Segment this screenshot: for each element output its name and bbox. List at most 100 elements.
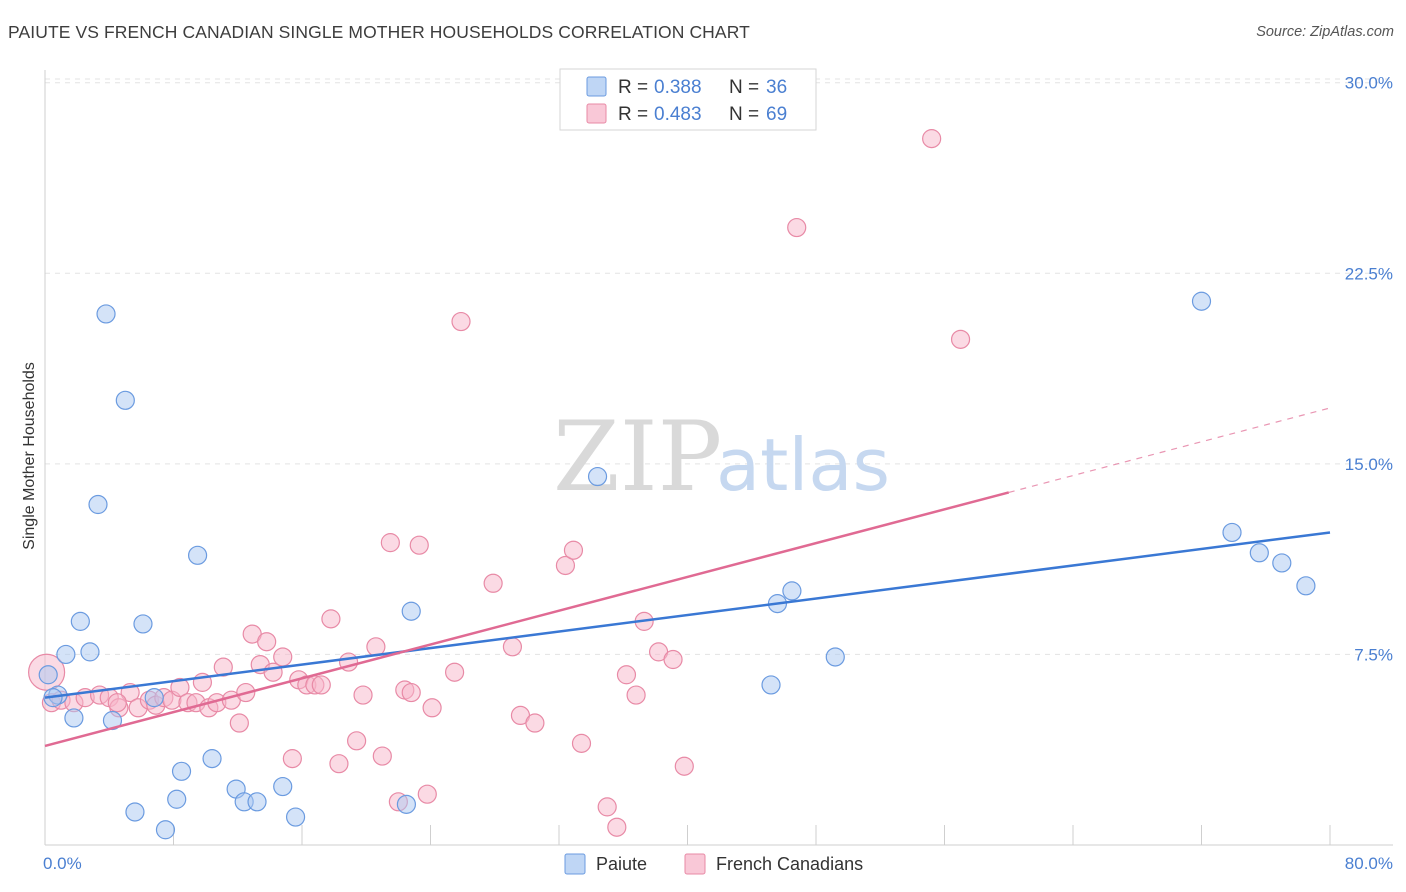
french-point-68 bbox=[107, 693, 127, 713]
x-axis-ticks bbox=[44, 825, 1331, 845]
paiute-trend-line bbox=[44, 531, 1331, 699]
french-point-14 bbox=[170, 677, 190, 698]
bottom-legend-swatch-french bbox=[684, 853, 706, 875]
french-point-60 bbox=[626, 685, 646, 705]
legend-r-label-french: R = bbox=[618, 104, 648, 125]
y-tick-label-0: 7.5% bbox=[1354, 645, 1393, 664]
paiute-point-23 bbox=[396, 794, 417, 814]
axes bbox=[44, 70, 1393, 846]
paiute-point-20 bbox=[247, 792, 267, 812]
french-point-65 bbox=[787, 217, 807, 238]
trend-lines bbox=[44, 407, 1331, 748]
paiute-point-10 bbox=[125, 802, 145, 822]
watermark: ZIP atlas bbox=[553, 401, 890, 513]
legend-swatch-paiute bbox=[586, 76, 607, 97]
legend-n-label-french: N = bbox=[729, 104, 759, 125]
watermark-zip: ZIP bbox=[553, 401, 722, 513]
french-point-28 bbox=[273, 647, 293, 667]
french-point-47 bbox=[422, 698, 442, 718]
paiute-point-0 bbox=[38, 665, 58, 685]
french-point-49 bbox=[451, 311, 471, 332]
paiute-point-2 bbox=[56, 644, 76, 665]
french-point-54 bbox=[555, 555, 576, 576]
french-point-34 bbox=[321, 609, 341, 629]
y-tick-label-1: 15.0% bbox=[1345, 455, 1393, 474]
paiute-point-14 bbox=[167, 789, 187, 809]
paiute-point-21 bbox=[273, 776, 293, 797]
x-tick-label-1: 80.0% bbox=[1345, 854, 1393, 873]
bottom-legend: Paiute French Canadians bbox=[564, 853, 863, 875]
legend-r-value-paiute: 0.388 bbox=[654, 77, 702, 98]
legend-swatch-french bbox=[586, 103, 607, 124]
paiute-point-28 bbox=[782, 581, 802, 601]
paiute-point-30 bbox=[1191, 291, 1212, 311]
french-point-35 bbox=[329, 754, 349, 774]
paiute-point-15 bbox=[171, 761, 192, 781]
french-point-64 bbox=[674, 756, 694, 776]
bottom-legend-swatch-paiute bbox=[564, 853, 586, 875]
french-point-26 bbox=[257, 632, 277, 652]
paiute-point-5 bbox=[80, 642, 100, 662]
french-point-57 bbox=[597, 797, 617, 817]
y-tick-labels: 7.5% 15.0% 22.5% 30.0% bbox=[1345, 74, 1393, 665]
x-tick-labels: 0.0% 80.0% bbox=[43, 854, 1393, 873]
french-point-20 bbox=[213, 657, 233, 677]
paiute-point-4 bbox=[70, 611, 90, 631]
paiute-point-13 bbox=[155, 820, 176, 840]
paiute-point-29 bbox=[825, 647, 845, 667]
paiute-point-34 bbox=[1296, 576, 1316, 596]
paiute-point-33 bbox=[1272, 553, 1292, 573]
french-point-56 bbox=[571, 733, 592, 753]
y-tick-label-3: 30.0% bbox=[1345, 74, 1393, 93]
paiute-point-8 bbox=[102, 710, 123, 731]
chart-title: PAIUTE VS FRENCH CANADIAN SINGLE MOTHER … bbox=[8, 22, 750, 42]
french-point-50 bbox=[483, 573, 503, 593]
y-tick-label-2: 22.5% bbox=[1345, 264, 1393, 283]
french-point-33 bbox=[311, 675, 331, 695]
french-canadians-points bbox=[28, 129, 971, 837]
paiute-point-12 bbox=[144, 688, 164, 708]
french-trend-line bbox=[44, 491, 1010, 748]
paiute-point-7 bbox=[96, 304, 116, 324]
paiute-point-26 bbox=[761, 675, 781, 695]
french-point-63 bbox=[663, 649, 683, 670]
french-point-59 bbox=[616, 665, 637, 685]
french-point-46 bbox=[417, 784, 437, 804]
paiute-point-3 bbox=[64, 708, 84, 728]
french-point-40 bbox=[372, 746, 392, 766]
paiute-point-6 bbox=[88, 494, 108, 515]
x-tick-label-0: 0.0% bbox=[43, 854, 82, 873]
french-point-38 bbox=[353, 685, 373, 705]
french-point-48 bbox=[444, 662, 465, 682]
legend: R = 0.388 N = 36 R = 0.483 N = 69 bbox=[559, 68, 817, 131]
french-point-22 bbox=[229, 713, 249, 733]
french-point-44 bbox=[401, 682, 421, 703]
paiute-point-11 bbox=[133, 614, 153, 634]
french-point-58 bbox=[607, 817, 627, 837]
french-point-67 bbox=[950, 329, 971, 349]
french-trend-line-extension bbox=[1008, 407, 1331, 494]
french-point-53 bbox=[525, 713, 545, 733]
legend-r-value-french: 0.483 bbox=[654, 104, 702, 125]
legend-n-label-paiute: N = bbox=[729, 77, 759, 98]
legend-n-value-paiute: 36 bbox=[766, 77, 787, 98]
source-label: Source: ZipAtlas.com bbox=[1256, 24, 1394, 40]
paiute-point-31 bbox=[1222, 522, 1242, 543]
legend-r-label-paiute: R = bbox=[618, 77, 648, 98]
bottom-legend-label-paiute: Paiute bbox=[596, 854, 647, 874]
paiute-points bbox=[38, 291, 1316, 840]
watermark-atlas: atlas bbox=[716, 423, 890, 507]
bottom-legend-label-french: French Canadians bbox=[716, 854, 863, 874]
french-point-41 bbox=[380, 533, 400, 553]
french-point-66 bbox=[922, 129, 942, 149]
paiute-point-32 bbox=[1249, 543, 1269, 563]
french-point-29 bbox=[282, 749, 302, 769]
french-point-37 bbox=[347, 731, 367, 751]
paiute-point-24 bbox=[401, 601, 421, 621]
paiute-point-22 bbox=[285, 807, 306, 827]
paiute-point-25 bbox=[587, 466, 608, 487]
french-point-55 bbox=[563, 540, 584, 560]
legend-n-value-french: 69 bbox=[766, 104, 787, 125]
paiute-point-9 bbox=[115, 390, 135, 410]
